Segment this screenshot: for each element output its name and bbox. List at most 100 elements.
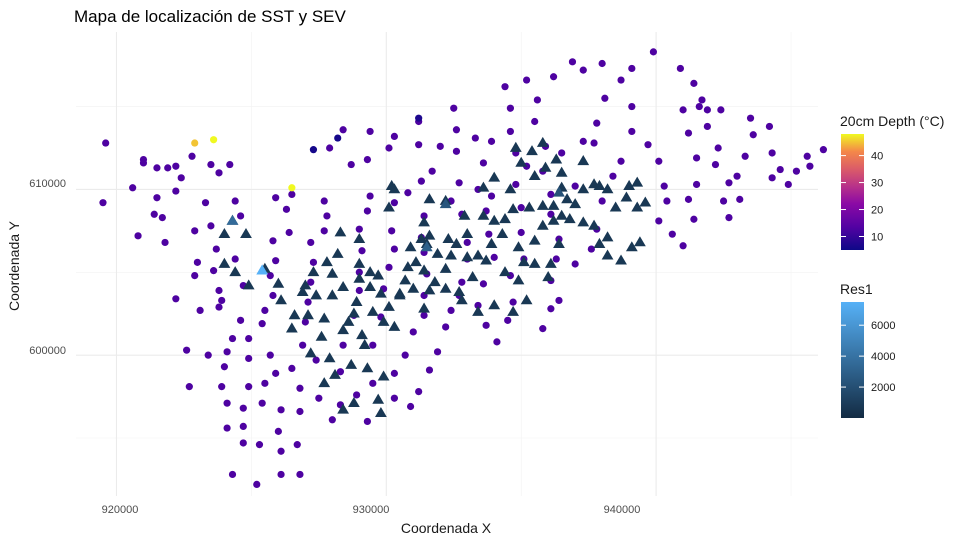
sst-point: [236, 316, 245, 324]
sst-point: [253, 480, 261, 488]
sst-point: [366, 127, 374, 136]
sst-point: [649, 48, 658, 56]
sev-point: [539, 161, 552, 172]
sev-point: [488, 214, 501, 225]
sev-point: [520, 294, 533, 305]
sst-point: [369, 341, 377, 349]
sst-point: [296, 407, 304, 416]
sst-point: [134, 232, 142, 240]
sst-point: [684, 195, 693, 203]
sev-point: [323, 352, 336, 363]
sst-point: [617, 76, 625, 84]
sev-point: [226, 214, 239, 225]
sev-point: [361, 362, 374, 373]
sev-point: [385, 179, 398, 190]
sev-point: [577, 216, 590, 227]
sev-point: [375, 287, 387, 298]
sev-point: [318, 312, 331, 323]
sev-point: [553, 237, 565, 248]
sst-point: [425, 366, 434, 374]
sst-point: [261, 379, 269, 387]
legend-tick-label: 40: [871, 151, 883, 163]
sev-point: [326, 289, 339, 300]
sst-point: [353, 391, 361, 399]
sev-point: [431, 247, 444, 258]
sev-point: [326, 267, 339, 278]
sst-point: [153, 164, 161, 172]
sst-point: [277, 470, 285, 479]
sev-point: [625, 241, 638, 252]
sev-point: [453, 285, 466, 297]
sst-point: [277, 447, 285, 455]
sev-point: [485, 237, 498, 248]
sst-point: [479, 159, 488, 167]
sev-point: [337, 403, 350, 414]
sev-points: [218, 136, 652, 417]
sst-point: [183, 346, 191, 354]
sev-point: [439, 282, 452, 293]
sst-point: [509, 298, 517, 306]
sev-point: [423, 193, 436, 204]
sst-point: [547, 210, 555, 218]
sst-point: [692, 154, 701, 162]
x-axis-title: Coordenada X: [401, 520, 492, 536]
sst-point: [218, 296, 226, 305]
sev-point: [593, 237, 606, 248]
sst-point: [245, 383, 253, 391]
sev-point: [377, 315, 390, 326]
sev-point: [420, 241, 433, 252]
sst-point: [442, 323, 450, 331]
sev-point: [418, 216, 430, 227]
sst-point: [358, 247, 366, 255]
sev-point: [634, 236, 646, 247]
sev-point: [601, 183, 614, 194]
sev-point: [218, 257, 231, 268]
sst-point: [746, 114, 755, 122]
sev-point: [445, 249, 457, 260]
sev-point: [229, 266, 242, 277]
legend-tick-label: 20: [871, 205, 883, 217]
sst-point: [158, 214, 166, 222]
sst-point: [487, 192, 496, 200]
sev-point: [477, 209, 490, 220]
sev-point: [577, 183, 590, 194]
sst-point: [282, 205, 291, 213]
sev-point: [388, 320, 401, 331]
sst-point: [369, 379, 377, 387]
sev-point: [496, 227, 509, 239]
sev-point: [588, 219, 600, 230]
sst-point: [628, 64, 636, 73]
sst-point: [695, 102, 703, 111]
sev-point: [296, 285, 309, 297]
y-tick-label: 610000: [29, 178, 66, 190]
sev-point: [342, 315, 355, 326]
sst-point: [320, 197, 328, 205]
sst-point: [355, 268, 363, 276]
sev-point: [518, 256, 530, 267]
sev-point: [310, 289, 323, 300]
sev-point: [466, 271, 479, 282]
sst-point: [231, 255, 239, 263]
sev-point: [318, 377, 331, 388]
sst-point: [725, 179, 733, 187]
sev-point: [528, 234, 541, 245]
sev-point: [499, 266, 511, 277]
sst-point: [304, 298, 312, 306]
sev-point: [555, 209, 568, 220]
x-tick-label: 920000: [102, 504, 139, 516]
sst-point: [452, 147, 461, 155]
sst-point: [703, 122, 711, 131]
sev-point: [536, 219, 549, 230]
sev-point: [509, 141, 522, 152]
sst-point: [676, 64, 684, 73]
sev-point: [240, 227, 252, 239]
sst-point: [299, 341, 307, 349]
sst-point: [679, 242, 687, 250]
sev-point: [415, 232, 428, 243]
sst-point: [323, 212, 331, 220]
sev-point: [375, 406, 387, 417]
sst-point: [547, 305, 555, 313]
sst-point: [272, 369, 280, 377]
sst-point: [102, 139, 110, 147]
chart-title: Mapa de localización de SST y SEV: [74, 7, 346, 26]
